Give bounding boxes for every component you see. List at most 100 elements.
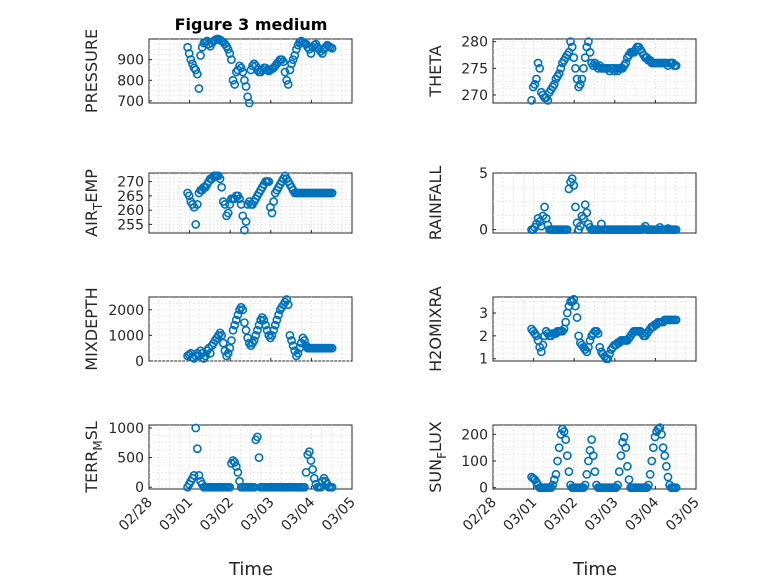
- data-point: [308, 465, 318, 474]
- x-tick-label: 02/28: [116, 495, 156, 535]
- x-tick-label: 03/02: [541, 495, 581, 535]
- data-point: [215, 174, 225, 184]
- data-point: [538, 340, 548, 350]
- data-point: [189, 470, 199, 480]
- y-tick-label: 1: [479, 352, 488, 368]
- data-point: [580, 480, 590, 490]
- y-axis-label: AIRTEMP: [82, 169, 105, 237]
- data-point: [569, 53, 579, 63]
- data-point: [648, 443, 658, 453]
- data-point: [240, 225, 249, 235]
- data-point: [614, 467, 624, 477]
- data-point: [553, 456, 562, 466]
- data-point: [288, 55, 298, 65]
- data-point: [582, 347, 592, 357]
- data-point: [230, 457, 240, 467]
- data-point: [244, 98, 254, 108]
- data-point: [225, 482, 235, 492]
- data-point: [186, 55, 196, 65]
- y-tick-label: 0: [479, 481, 488, 497]
- data-point: [196, 51, 205, 60]
- y-tick-label: 700: [117, 94, 144, 110]
- y-tick-label: 900: [117, 53, 144, 69]
- data-point: [671, 225, 681, 235]
- data-point: [621, 443, 631, 453]
- data-point: [287, 336, 296, 345]
- data-point: [327, 43, 337, 53]
- data-point: [530, 79, 540, 89]
- data-point: [285, 330, 295, 340]
- x-axis-label-left: Time: [228, 559, 273, 580]
- data-point: [282, 75, 292, 85]
- data-point: [671, 483, 681, 493]
- data-markers: [527, 423, 681, 493]
- data-point: [267, 330, 277, 340]
- data-point: [660, 451, 670, 461]
- data-point: [588, 451, 598, 461]
- x-tick-label: 03/01: [157, 495, 197, 535]
- x-tick-label: 02/28: [460, 495, 500, 535]
- y-tick-label: 5: [479, 166, 488, 182]
- data-point: [269, 325, 279, 335]
- data-point: [231, 462, 241, 471]
- data-point: [605, 349, 614, 359]
- data-point: [621, 58, 631, 68]
- data-point: [593, 329, 603, 338]
- data-point: [616, 451, 626, 461]
- data-point: [661, 461, 671, 471]
- data-point: [327, 482, 337, 492]
- data-point: [283, 300, 293, 310]
- data-point: [233, 310, 243, 320]
- data-point: [259, 315, 269, 325]
- y-axis-label: THETA: [426, 45, 445, 97]
- subplot-mixdepth: 0 1000 2000 MIXDEPTH: [82, 287, 353, 371]
- data-point: [671, 61, 681, 71]
- y-tick-label: 270: [117, 175, 144, 191]
- data-markers: [183, 34, 337, 108]
- x-tick-label: 03/04: [278, 494, 318, 534]
- x-axis-label-right: Time: [572, 559, 617, 580]
- data-point: [571, 202, 580, 212]
- x-tick-label: 03/05: [319, 495, 359, 535]
- data-point: [274, 310, 283, 320]
- figure-title: Figure 3 medium: [175, 15, 328, 34]
- data-point: [566, 37, 575, 47]
- y-tick-label: 270: [461, 88, 488, 104]
- data-point: [300, 482, 309, 492]
- y-axis-label: RAINFALL: [426, 166, 445, 241]
- data-point: [194, 470, 204, 480]
- data-point: [569, 181, 579, 190]
- data-point: [585, 336, 595, 345]
- data-point: [585, 47, 595, 57]
- axes-box: [492, 172, 697, 234]
- data-markers: [527, 294, 681, 364]
- data-point: [527, 95, 536, 105]
- data-point: [587, 435, 597, 445]
- data-point: [543, 95, 553, 105]
- data-point: [217, 182, 227, 192]
- data-point: [269, 197, 279, 206]
- subplot-grid: 700 800 900 PRESSURE 270 275 280 THETA 255260265…: [82, 29, 703, 534]
- data-point: [532, 74, 541, 84]
- x-tick-label: 03/03: [238, 495, 278, 535]
- data-point: [613, 480, 623, 490]
- data-point: [551, 469, 561, 479]
- y-tick-label: 1000: [108, 421, 144, 437]
- data-point: [559, 427, 569, 437]
- data-point: [658, 443, 668, 453]
- data-point: [571, 63, 580, 73]
- data-point: [644, 480, 653, 490]
- data-point: [230, 80, 240, 89]
- y-tick-label: 265: [117, 189, 144, 205]
- data-point: [223, 44, 233, 54]
- data-point: [533, 58, 543, 68]
- data-point: [327, 343, 337, 353]
- data-point: [309, 473, 319, 483]
- data-point: [253, 325, 262, 335]
- data-point: [580, 53, 590, 63]
- data-point: [231, 315, 241, 325]
- data-point: [645, 469, 655, 479]
